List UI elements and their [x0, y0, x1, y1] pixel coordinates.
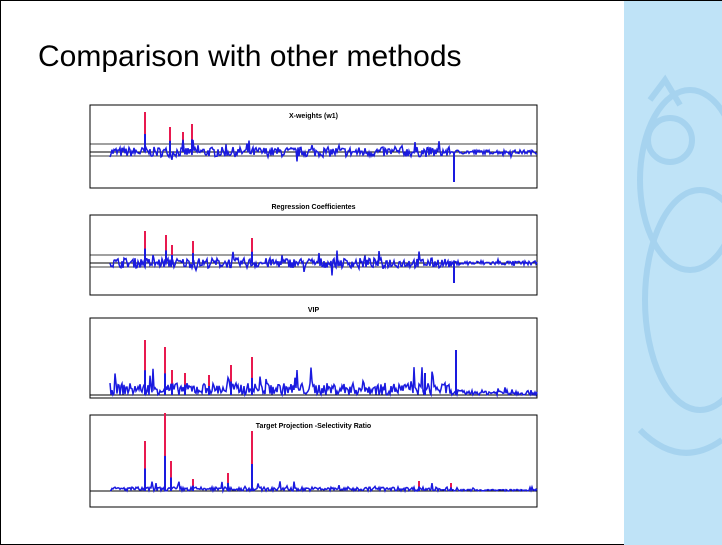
figure: X-weights (w1) Regression Coefficientes VI…: [89, 104, 538, 508]
panel-title: X-weights (w1): [289, 113, 338, 120]
spectrum-trace: [110, 481, 538, 494]
spectrum-trace: [109, 250, 538, 276]
panel-frame: [89, 104, 538, 189]
panel-title: Target Projection -Selectivity Ratio: [256, 423, 371, 430]
spectrum-trace: [109, 139, 538, 162]
owl-decoration: [637, 74, 722, 456]
spectrum-trace: [109, 367, 538, 398]
slide-title: Comparison with other methods: [38, 40, 462, 73]
panel-title: Regression Coefficientes: [271, 204, 355, 211]
side-panel: [624, 1, 722, 545]
panel-title: VIP: [308, 307, 320, 314]
